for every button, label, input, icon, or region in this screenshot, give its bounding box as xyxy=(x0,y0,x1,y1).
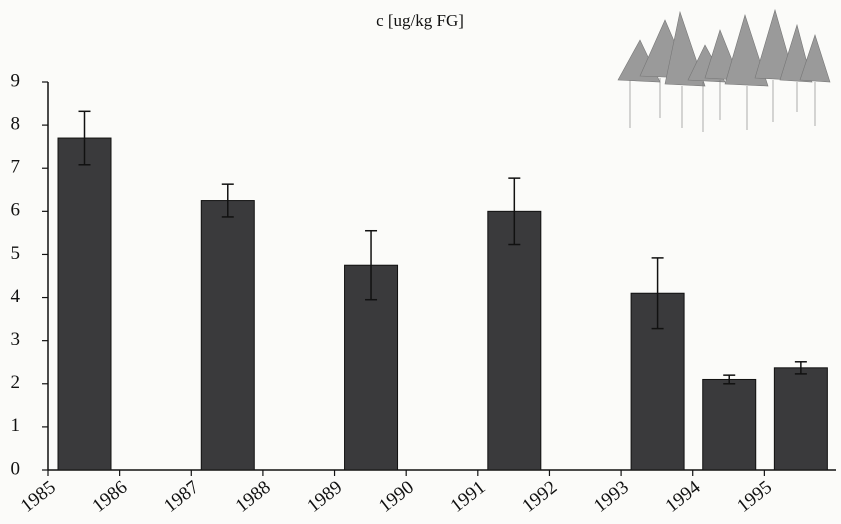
bar xyxy=(201,201,254,470)
y-tick-label: 5 xyxy=(11,243,21,264)
y-tick-label: 3 xyxy=(11,329,21,350)
y-tick-label: 4 xyxy=(11,286,21,307)
chart: c [ug/kg FG] 012345678919851986198719881… xyxy=(0,0,841,524)
y-tick-label: 8 xyxy=(11,113,21,134)
y-tick-label: 1 xyxy=(11,415,21,436)
y-tick-label: 6 xyxy=(11,200,21,221)
y-tick-label: 2 xyxy=(11,372,21,393)
bar xyxy=(774,368,827,470)
bar xyxy=(58,138,111,470)
y-tick-label: 9 xyxy=(11,70,21,91)
bar xyxy=(488,211,541,470)
y-tick-label: 0 xyxy=(11,458,21,479)
chart-title: c [ug/kg FG] xyxy=(376,11,464,30)
bar xyxy=(703,379,756,470)
y-tick-label: 7 xyxy=(11,157,21,178)
